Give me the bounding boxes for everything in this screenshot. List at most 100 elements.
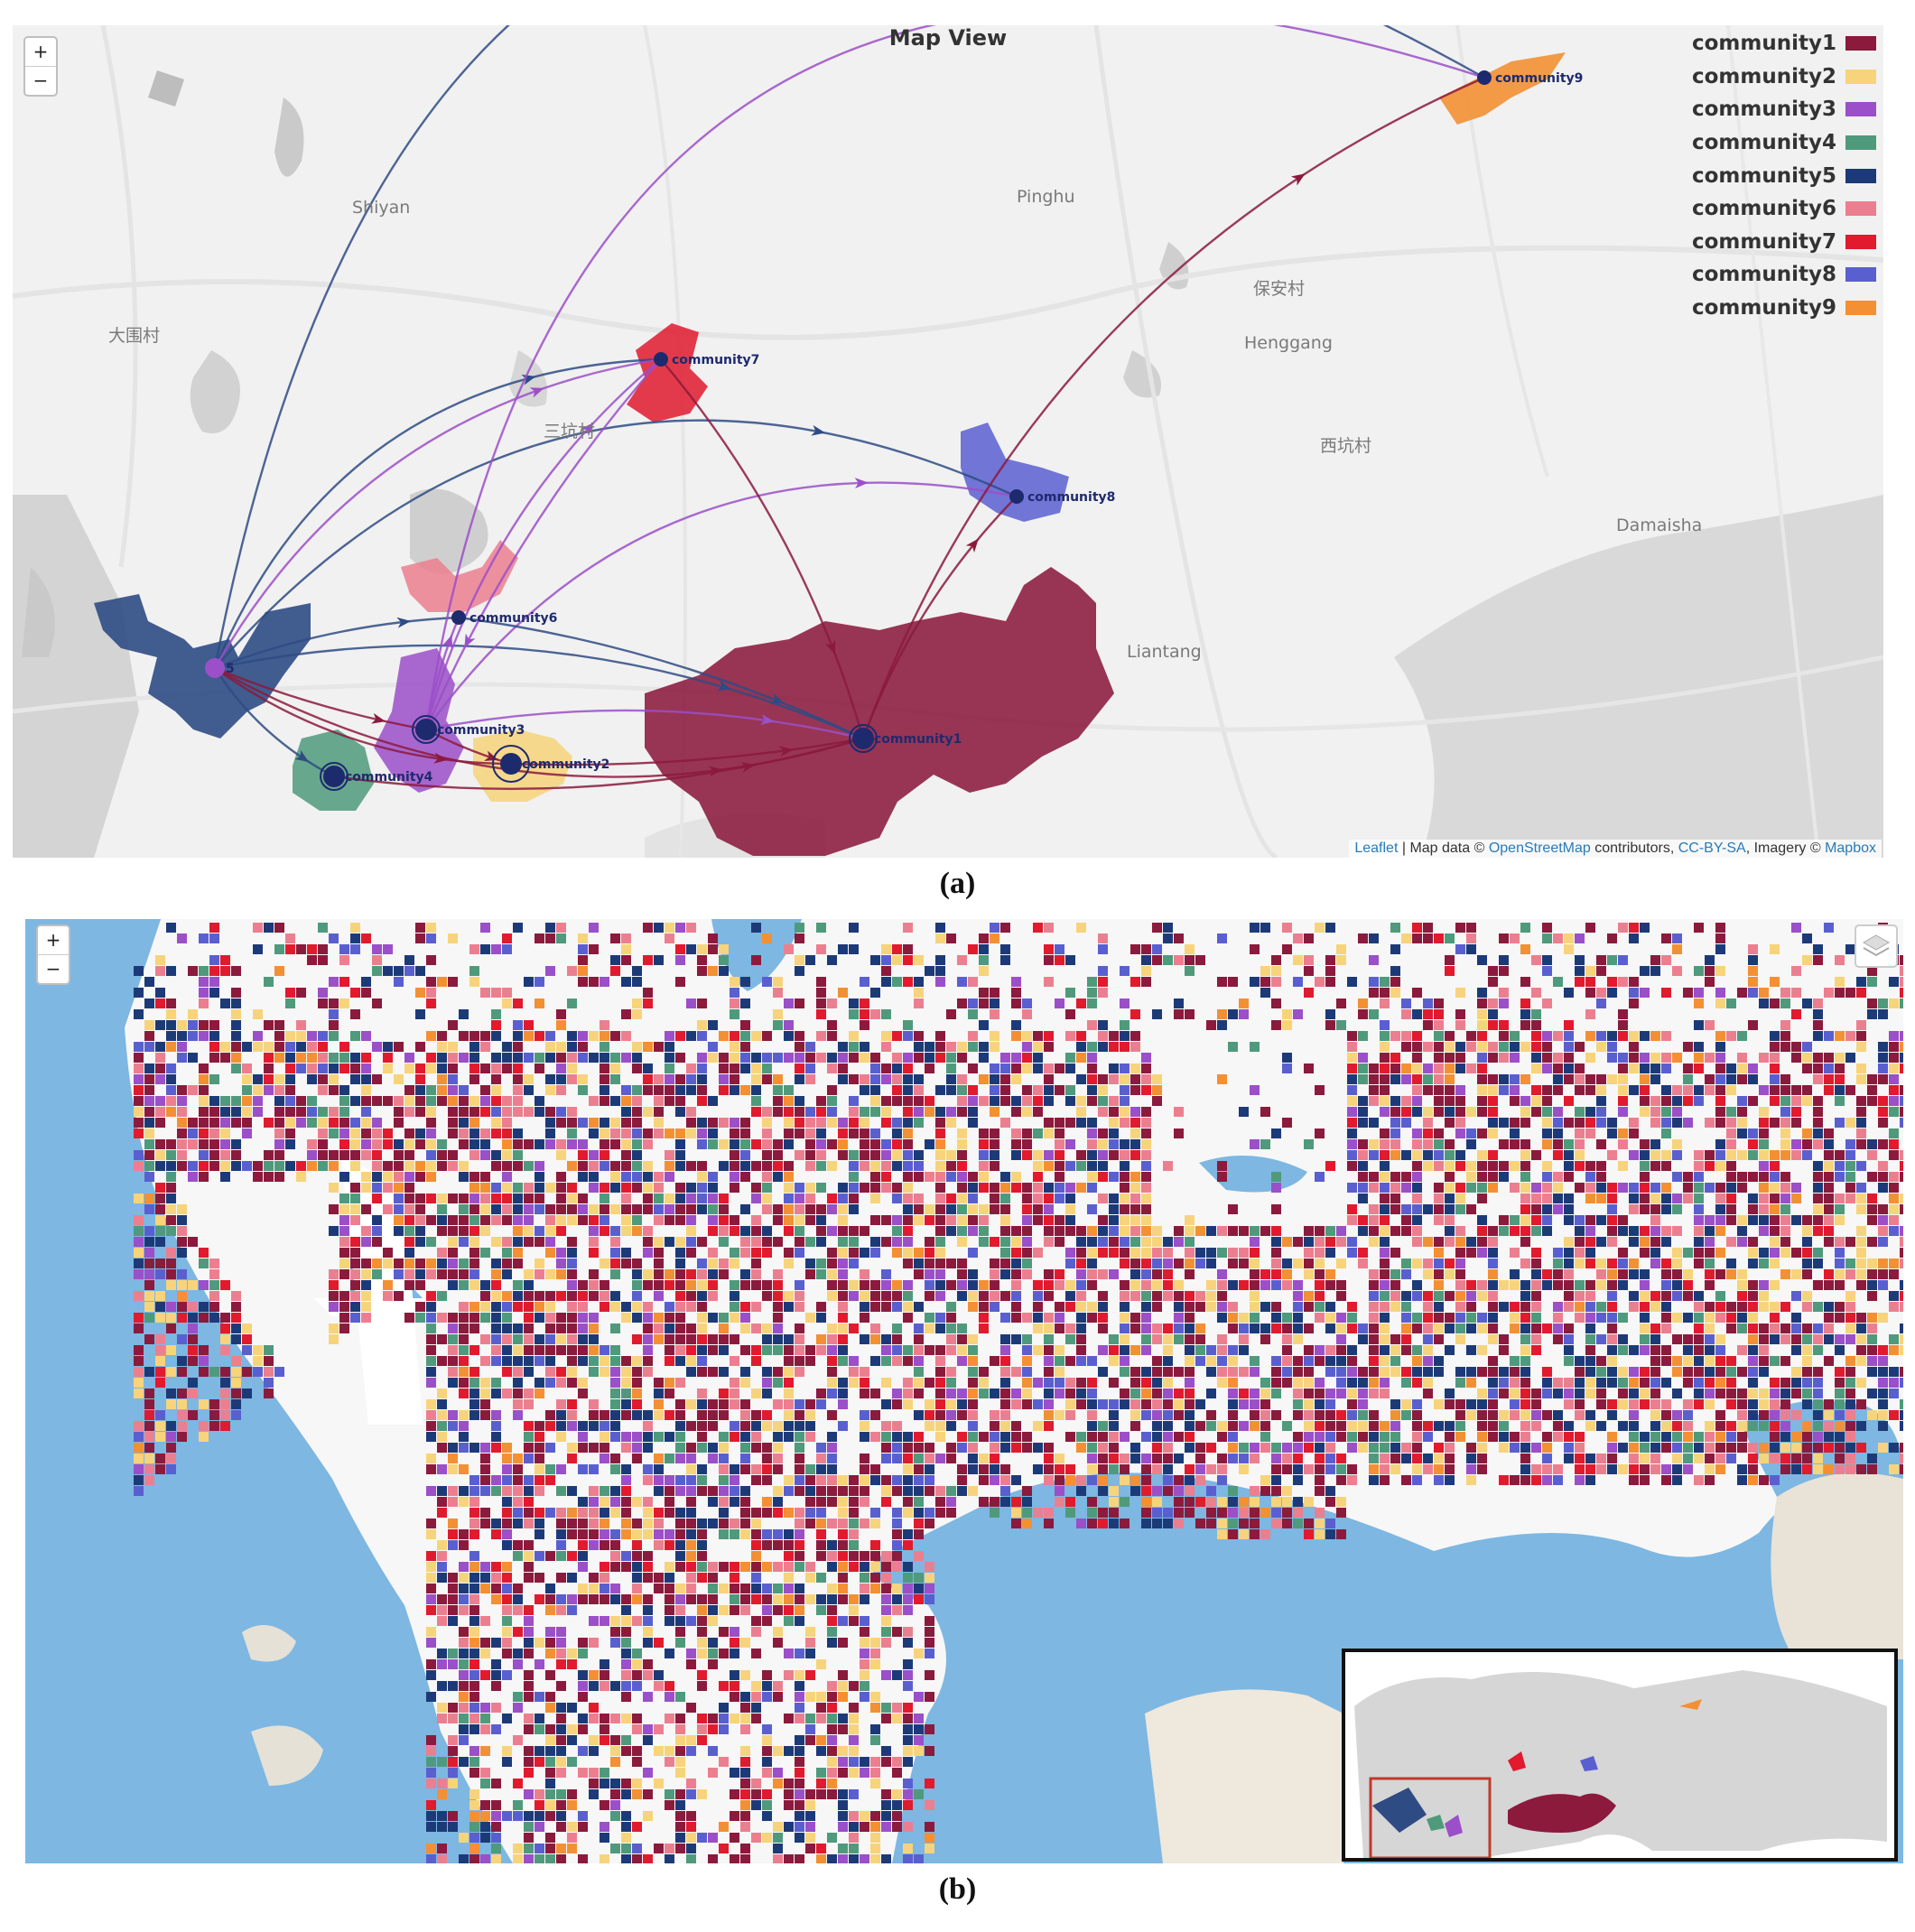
community-node[interactable]: community7 [654,352,759,367]
grid-cell [469,1410,479,1420]
community-grid-map[interactable]: + − [25,919,1903,1863]
grid-cell [1575,1226,1585,1236]
grid-cell [448,1161,458,1171]
grid-cell [751,1410,761,1420]
grid-cell [784,1302,794,1312]
grid-cell [1130,1280,1140,1290]
grid-cell [469,1248,479,1258]
grid-cell [1390,1118,1400,1128]
grid-cell [600,1356,609,1366]
grid-cell [242,1085,252,1095]
grid-cell [1466,1291,1476,1301]
grid-cell [654,1269,664,1279]
community-node[interactable]: community3 [412,715,525,744]
grid-cell [1120,1324,1129,1333]
community-node[interactable]: community6 [451,610,557,626]
grid-cell [1770,999,1780,1008]
grid-cell [372,1161,382,1171]
community-node[interactable]: 5 [205,658,235,678]
grid-cell [621,1107,631,1117]
grid-cell [209,1107,219,1117]
grid-cell [1315,1226,1325,1236]
grid-cell [1315,1378,1325,1388]
grid-map-canvas[interactable] [25,919,1903,1863]
legend-item: community2 [1692,60,1876,94]
grid-cell [535,1053,544,1063]
grid-cell [1737,1183,1747,1193]
grid-cell [1065,1378,1075,1388]
grid-cell [1380,1421,1390,1431]
community-node[interactable]: community1 [849,724,962,753]
grid-cell [968,1118,978,1128]
grid-cell [502,1302,512,1312]
leaflet-link[interactable]: Leaflet [1354,841,1399,856]
grid-cell [1824,1399,1834,1409]
map-view-canvas[interactable]: 5 community7 community6 community8 community… [13,25,1883,858]
grid-cell [1672,1367,1682,1377]
grid-cell [1044,955,1054,965]
grid-cell [1087,1302,1097,1312]
zoom-in-button[interactable]: + [33,41,49,62]
grid-cell [1499,1410,1509,1420]
grid-cell [264,1378,274,1388]
community-node[interactable]: community8 [1009,489,1115,505]
grid-cell [1564,1139,1574,1149]
grid-cell [816,1053,826,1063]
grid-cell [1618,1378,1628,1388]
grid-cell [1661,1226,1671,1236]
grid-cell [795,1053,804,1063]
grid-cell [697,1291,707,1301]
grid-cell [459,1280,469,1290]
grid-cell [469,1367,479,1377]
mapbox-link[interactable]: Mapbox [1825,841,1876,856]
grid-cell [1076,1031,1086,1041]
grid-cell [502,1389,512,1398]
grid-cell [426,1085,436,1095]
grid-cell [1120,1399,1129,1409]
osm-link[interactable]: OpenStreetMap [1488,841,1591,856]
grid-cell [1575,1399,1585,1409]
grid-cell [914,1096,924,1106]
grid-cell [589,1280,599,1290]
grid-cell [1531,1399,1541,1409]
grid-cell [1770,1237,1780,1247]
grid-cell [1661,1183,1671,1193]
grid-cell [1737,1118,1747,1128]
grid-cell [1683,1280,1693,1290]
grid-cell [1705,1150,1715,1160]
grid-cell [1423,1064,1433,1073]
grid-cell [1900,999,1903,1008]
grid-cell [426,1215,436,1225]
grid-cell [1315,1356,1325,1366]
community-node[interactable]: community2 [492,745,609,783]
grid-cell [1726,1118,1736,1128]
grid-cell [719,1259,729,1268]
grid-cell [1748,1421,1758,1431]
grid-cell [1044,1194,1054,1203]
community-node[interactable]: community9 [1477,70,1583,86]
grid-cell [1802,1302,1812,1312]
grid-cell [665,1389,674,1398]
grid-cell [545,1085,555,1095]
community-node[interactable]: community4 [320,762,433,791]
grid-cell [1661,1204,1671,1214]
grid-cell [1802,1085,1812,1095]
grid-cell [610,1269,620,1279]
grid-cell [1672,1053,1682,1063]
grid-cell [795,1194,804,1203]
grid-cell [1520,1454,1530,1463]
grid-cell [448,933,458,943]
grid-cell [459,1237,469,1247]
grid-cell [914,1389,924,1398]
zoom-out-button[interactable]: − [25,66,56,95]
grid-cell [535,977,544,987]
grid-cell [990,1291,999,1301]
grid-cell [1228,1226,1238,1236]
grid-cell [957,1042,967,1052]
license-link[interactable]: CC-BY-SA [1678,841,1746,856]
grid-cell [296,1161,306,1171]
grid-cell [166,1204,176,1214]
map-view-panel[interactable]: 5 community7 community6 community8 community… [13,25,1883,858]
node-label: community4 [345,770,433,785]
grid-cell [1369,1367,1379,1377]
